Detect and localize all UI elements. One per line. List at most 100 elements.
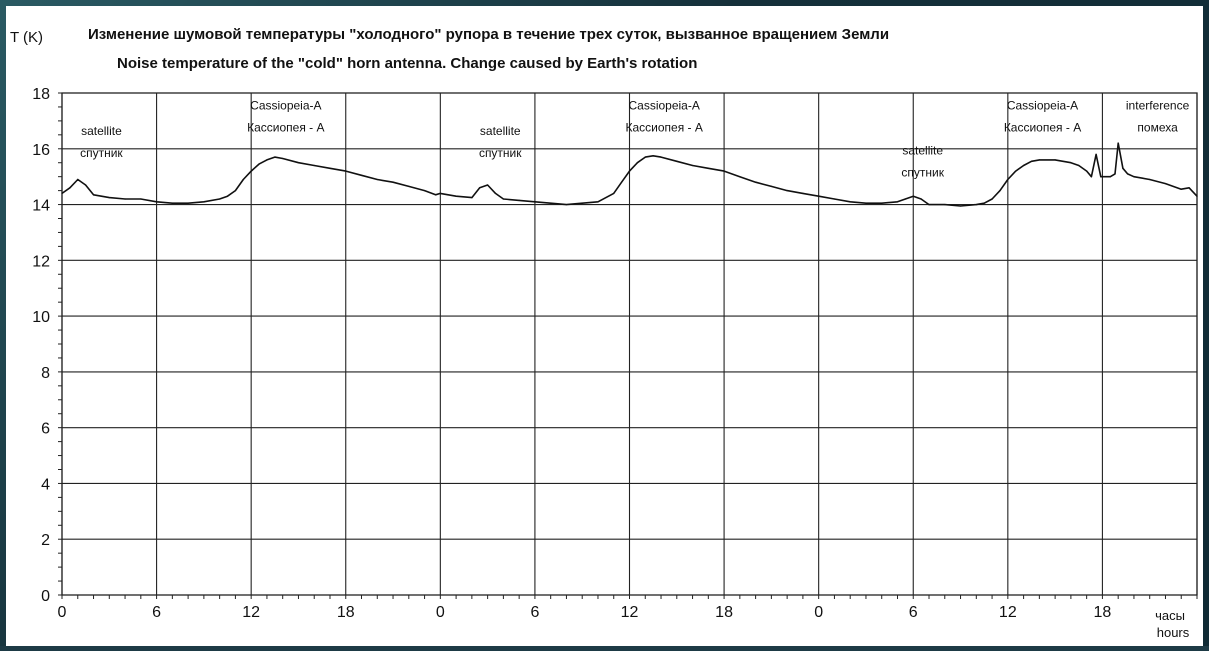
- x-tick-label: 18: [1094, 604, 1112, 621]
- data-point: [818, 195, 820, 197]
- grid-layer: [61, 92, 1198, 596]
- annotation-label: Cassiopeia-A: [1007, 99, 1078, 113]
- y-tick-label: 2: [41, 532, 50, 549]
- y-tick-label: 10: [32, 309, 50, 326]
- x-axis-label-ru: часы: [1155, 608, 1185, 623]
- x-tick-label: 18: [715, 604, 733, 621]
- data-point: [435, 194, 437, 196]
- data-point: [85, 184, 87, 186]
- data-point: [975, 204, 977, 206]
- data-point: [1122, 167, 1124, 169]
- annotation-label: satellite: [81, 124, 122, 138]
- x-tick-label: 12: [999, 604, 1017, 621]
- data-point: [1188, 187, 1190, 189]
- data-point: [550, 202, 552, 204]
- annotation: satellite спутник: [80, 124, 123, 160]
- annotation-label: спутник: [901, 165, 944, 179]
- data-point: [250, 170, 252, 172]
- y-tick-label: 16: [32, 142, 50, 159]
- data-point: [912, 195, 914, 197]
- y-tick-label: 12: [32, 253, 50, 270]
- annotation-layer: satellite спутник Cassiopeia-A Кассиопея - …: [80, 99, 1189, 180]
- data-point: [140, 198, 142, 200]
- data-point: [849, 201, 851, 203]
- data-point: [565, 204, 568, 206]
- annotation-label: Cassiopeia-A: [250, 99, 321, 113]
- annotation: Cassiopeia-A Кассиопея - А: [247, 99, 324, 135]
- data-point: [1007, 178, 1009, 181]
- data-point: [920, 198, 922, 200]
- x-axis-label-en: hours: [1157, 625, 1190, 640]
- x-tick-label: 18: [337, 604, 355, 621]
- data-point: [865, 202, 867, 204]
- data-point: [1114, 173, 1116, 175]
- data-point: [494, 192, 497, 194]
- data-point: [628, 170, 631, 172]
- data-point: [282, 157, 284, 160]
- data-point: [1109, 176, 1111, 178]
- y-tick-label: 4: [41, 476, 50, 493]
- data-point: [274, 156, 276, 158]
- data-point: [187, 202, 189, 204]
- data-point: [896, 201, 899, 203]
- data-point: [1149, 178, 1151, 181]
- y-tick-label: 8: [41, 365, 50, 382]
- data-point: [455, 195, 457, 197]
- chart-subtitle: Noise temperature of the "cold" horn ant…: [117, 55, 697, 72]
- data-point: [1133, 176, 1135, 178]
- annotation: satellite спутник: [901, 143, 944, 179]
- data-point: [471, 197, 473, 199]
- data-point: [991, 198, 993, 200]
- data-point: [755, 181, 757, 183]
- y-tick-label: 18: [32, 86, 50, 103]
- x-tick-label: 12: [621, 604, 639, 621]
- x-tick-label: 0: [436, 604, 445, 621]
- data-point: [1023, 164, 1025, 167]
- data-point: [376, 178, 378, 181]
- annotation-label: помеха: [1137, 121, 1178, 135]
- data-point: [424, 190, 426, 192]
- x-tick-label: 6: [152, 604, 161, 621]
- data-point: [1054, 159, 1056, 161]
- data-point: [770, 185, 773, 187]
- data-point: [92, 194, 95, 196]
- series-layer: [61, 142, 1198, 207]
- data-point: [1100, 176, 1102, 178]
- data-point: [124, 198, 126, 200]
- data-point: [1030, 160, 1033, 162]
- y-tick-label: 6: [41, 421, 50, 438]
- data-point: [660, 156, 662, 158]
- data-point: [597, 201, 599, 203]
- annotation-label: Cassiopeia-A: [628, 99, 699, 113]
- data-point: [983, 202, 985, 204]
- annotation-label: satellite: [480, 124, 521, 138]
- data-point: [108, 197, 110, 199]
- x-tick-label: 6: [530, 604, 539, 621]
- data-point: [621, 181, 623, 183]
- data-point: [392, 181, 394, 183]
- data-point: [652, 155, 654, 157]
- data-point: [707, 167, 709, 169]
- data-point: [518, 199, 520, 201]
- data-point: [802, 192, 804, 194]
- data-point: [1117, 142, 1119, 144]
- chart-panel: T (K) Изменение шумовой температуры "хол…: [6, 6, 1203, 646]
- data-point: [534, 201, 536, 203]
- x-tick-label: 0: [58, 604, 67, 621]
- data-point: [502, 198, 504, 200]
- data-point: [234, 190, 236, 192]
- data-point: [203, 201, 205, 203]
- data-point: [959, 205, 962, 207]
- data-point: [345, 170, 347, 172]
- data-point: [999, 190, 1001, 192]
- data-point: [313, 164, 315, 167]
- data-point: [676, 160, 678, 162]
- data-point: [171, 202, 173, 204]
- data-point: [928, 204, 930, 206]
- data-point: [479, 187, 481, 189]
- annotation-label: Кассиопея - А: [247, 121, 324, 135]
- x-tick-label: 0: [814, 604, 823, 621]
- annotation-label: Кассиопея - А: [1004, 121, 1081, 135]
- data-point: [258, 163, 260, 165]
- y-axis-label: T (K): [10, 29, 43, 46]
